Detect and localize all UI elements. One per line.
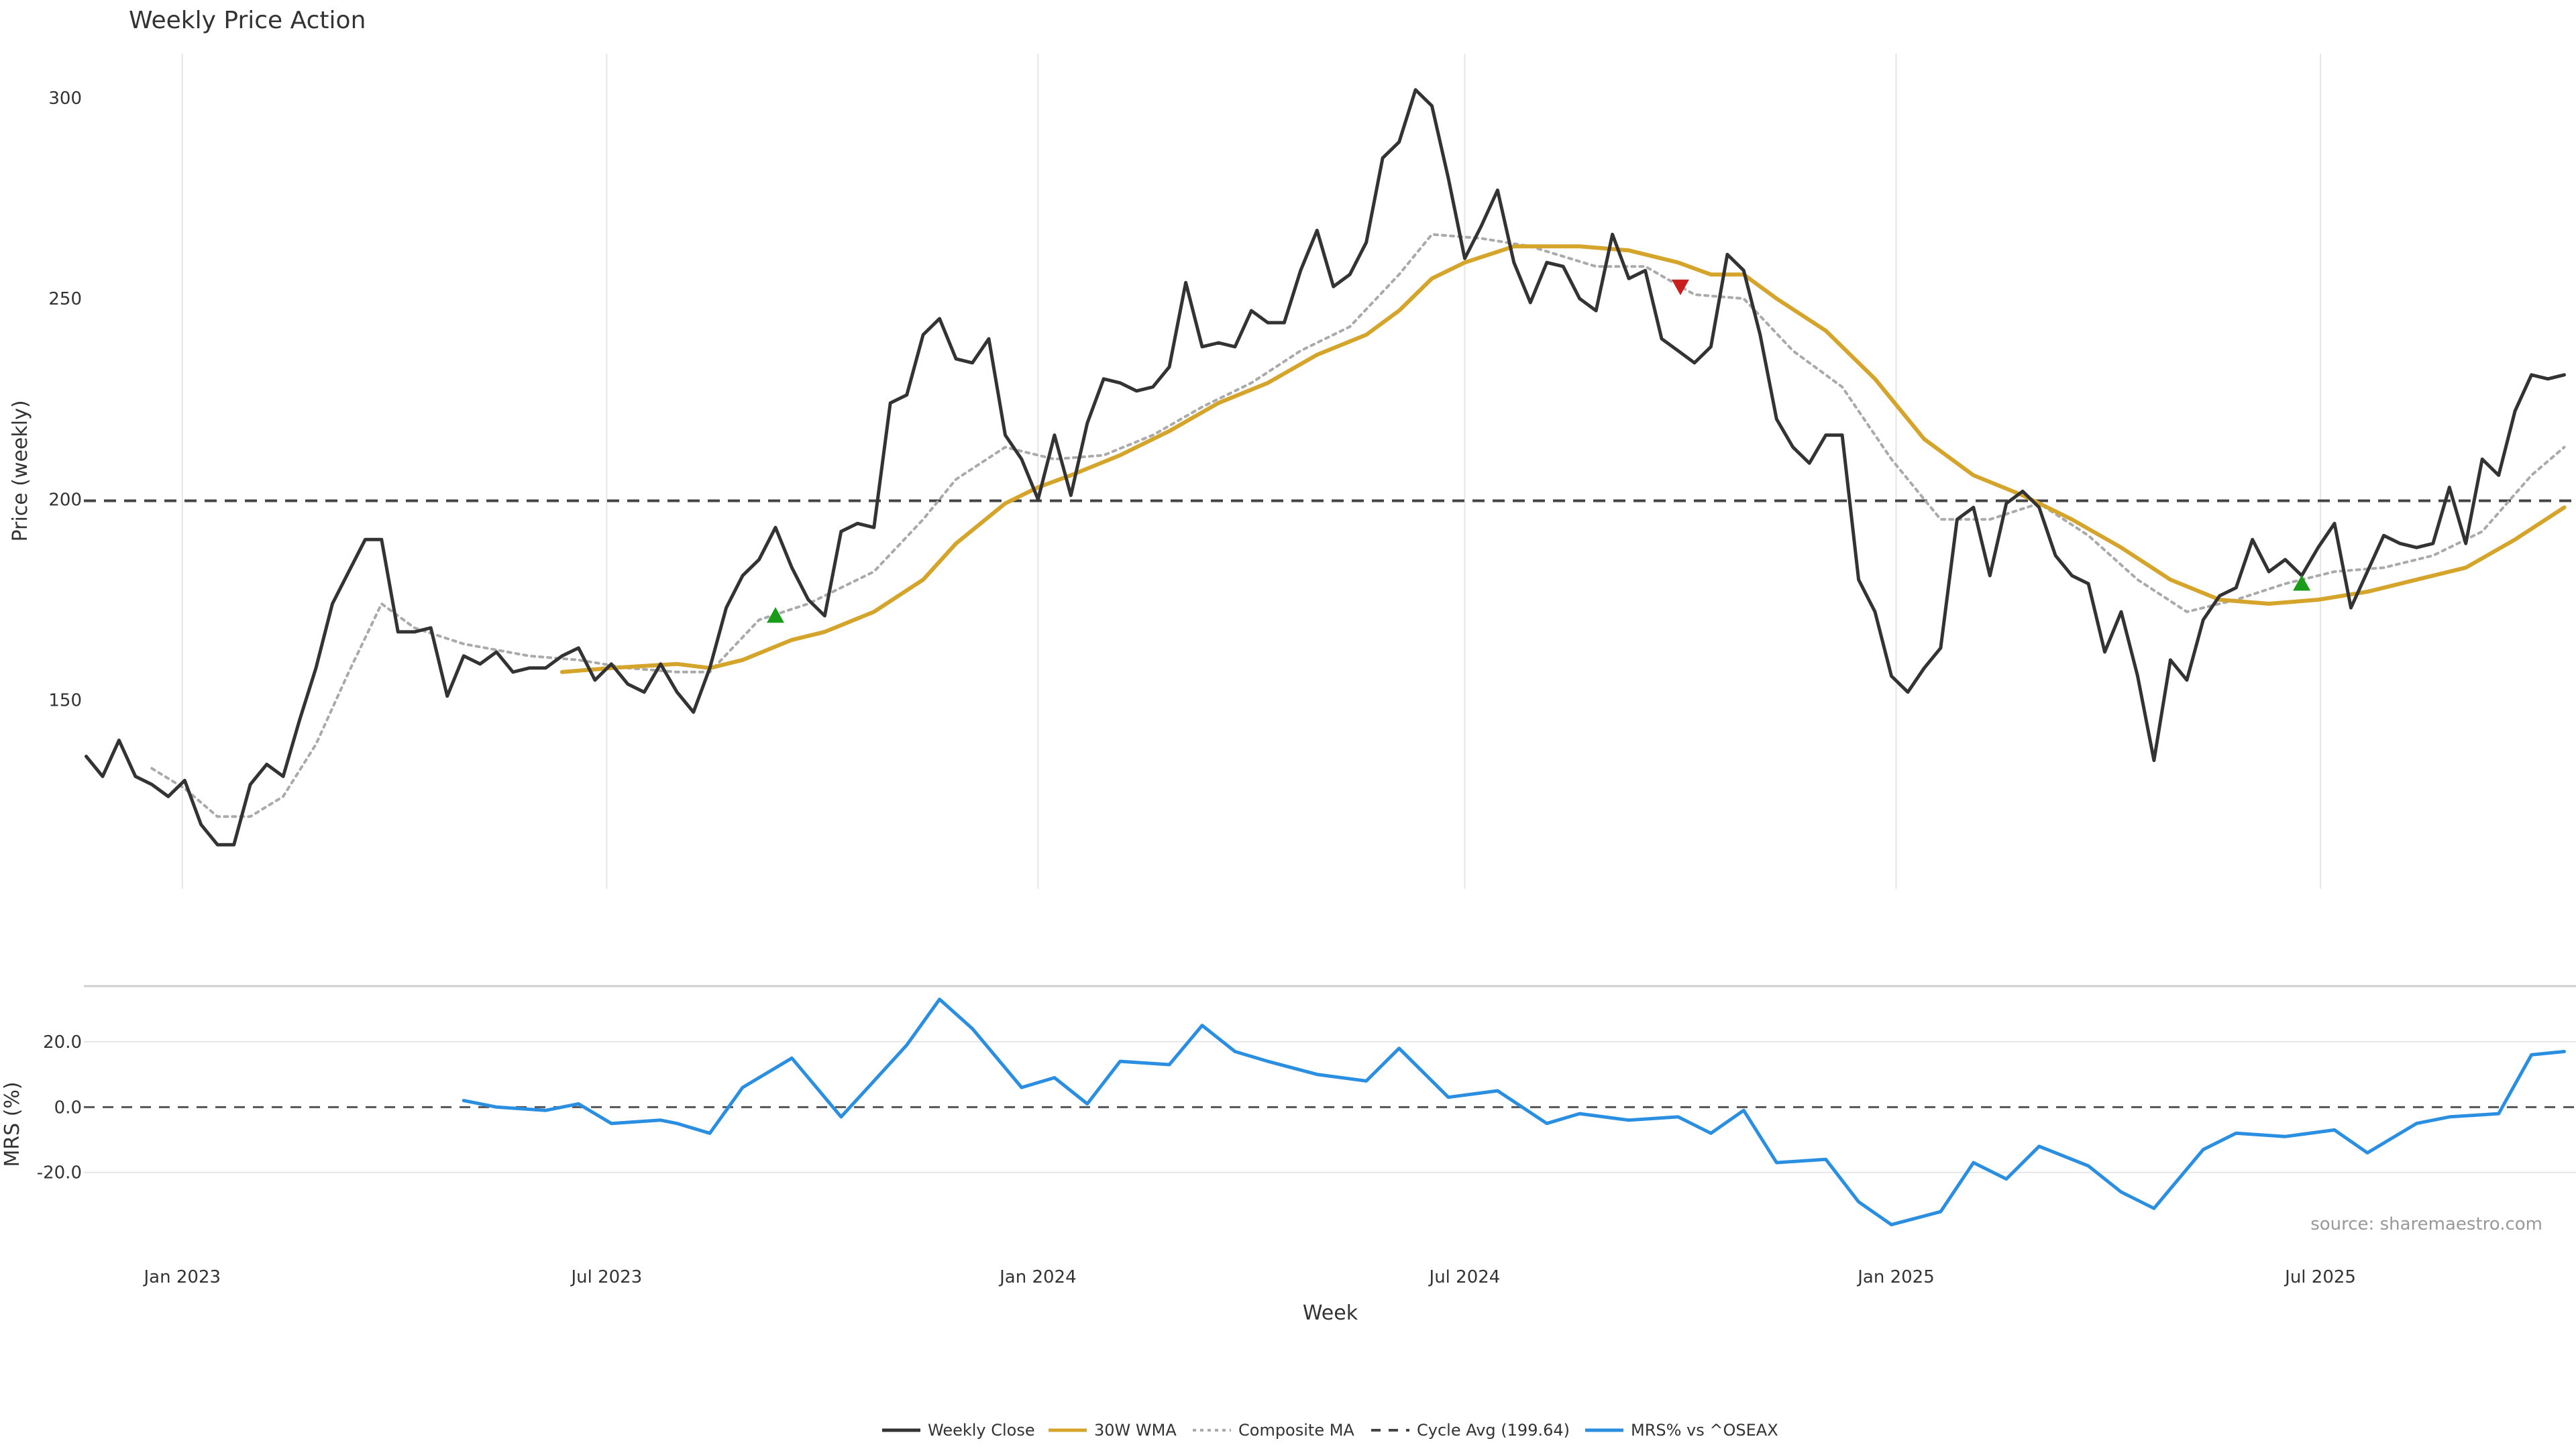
mrs-y-tick-label: 0.0 <box>54 1097 82 1118</box>
legend-label-close: Weekly Close <box>928 1421 1035 1440</box>
price-panel: 150 200 250 300 Price (weekly) <box>9 54 2576 889</box>
price-grid <box>181 54 2322 889</box>
price-y-tick-label: 200 <box>48 490 82 510</box>
price-y-label: Price (weekly) <box>9 400 32 541</box>
legend-item-close: Weekly Close <box>882 1421 1035 1440</box>
source-note: source: sharemaestro.com <box>2310 1214 2542 1234</box>
mrs-y-label: MRS (%) <box>1 1081 24 1167</box>
sell-signal-marker <box>1671 279 1689 296</box>
x-axis-ticks: Jan 2023 Jul 2023 Jan 2024 Jul 2024 Jan 2025… <box>143 1267 2356 1287</box>
legend-label-wma: 30W WMA <box>1094 1421 1177 1440</box>
x-tick-label: Jan 2024 <box>998 1267 1077 1287</box>
price-y-tick-label: 300 <box>48 89 82 109</box>
mrs-y-ticks: 20.0 0.0 -20.0 <box>37 1032 82 1183</box>
x-tick-label: Jul 2023 <box>570 1267 642 1287</box>
mrs-grid <box>84 1040 2576 1173</box>
x-tick-label: Jan 2023 <box>143 1267 221 1287</box>
legend-label-cycle: Cycle Avg (199.64) <box>1417 1421 1570 1440</box>
price-y-tick-label: 250 <box>48 289 82 309</box>
x-tick-label: Jul 2025 <box>2284 1267 2356 1287</box>
price-y-tick-label: 150 <box>48 691 82 711</box>
signal-markers <box>766 279 2311 623</box>
legend-label-composite: Composite MA <box>1238 1421 1354 1440</box>
mrs-line <box>462 998 2566 1227</box>
legend: Weekly Close 30W WMA Composite MA Cycle … <box>882 1421 1778 1440</box>
chart-title: Weekly Price Action <box>129 7 366 34</box>
buy-signal-marker <box>2293 575 2311 591</box>
composite-ma-line <box>150 233 2566 818</box>
mrs-panel: 20.0 0.0 -20.0 MRS (%) source: sharemaestr… <box>1 985 2576 1234</box>
mrs-y-tick-label: 20.0 <box>43 1032 82 1053</box>
legend-item-wma: 30W WMA <box>1049 1421 1177 1440</box>
legend-item-composite: Composite MA <box>1193 1421 1354 1440</box>
legend-item-cycle: Cycle Avg (199.64) <box>1371 1421 1570 1440</box>
mrs-lines <box>84 998 2576 1227</box>
legend-item-mrs: MRS% vs ^OSEAX <box>1585 1421 1778 1440</box>
legend-label-mrs: MRS% vs ^OSEAX <box>1631 1421 1778 1440</box>
price-y-ticks: 150 200 250 300 <box>48 89 82 711</box>
buy-signal-marker <box>766 606 784 623</box>
x-tick-label: Jan 2025 <box>1856 1267 1935 1287</box>
x-tick-label: Jul 2024 <box>1428 1267 1501 1287</box>
mrs-y-tick-label: -20.0 <box>37 1163 82 1183</box>
x-axis-label: Week <box>1303 1301 1358 1325</box>
weekly-close-line <box>85 88 2566 847</box>
wma-line <box>559 244 2567 674</box>
price-lines <box>84 88 2576 847</box>
